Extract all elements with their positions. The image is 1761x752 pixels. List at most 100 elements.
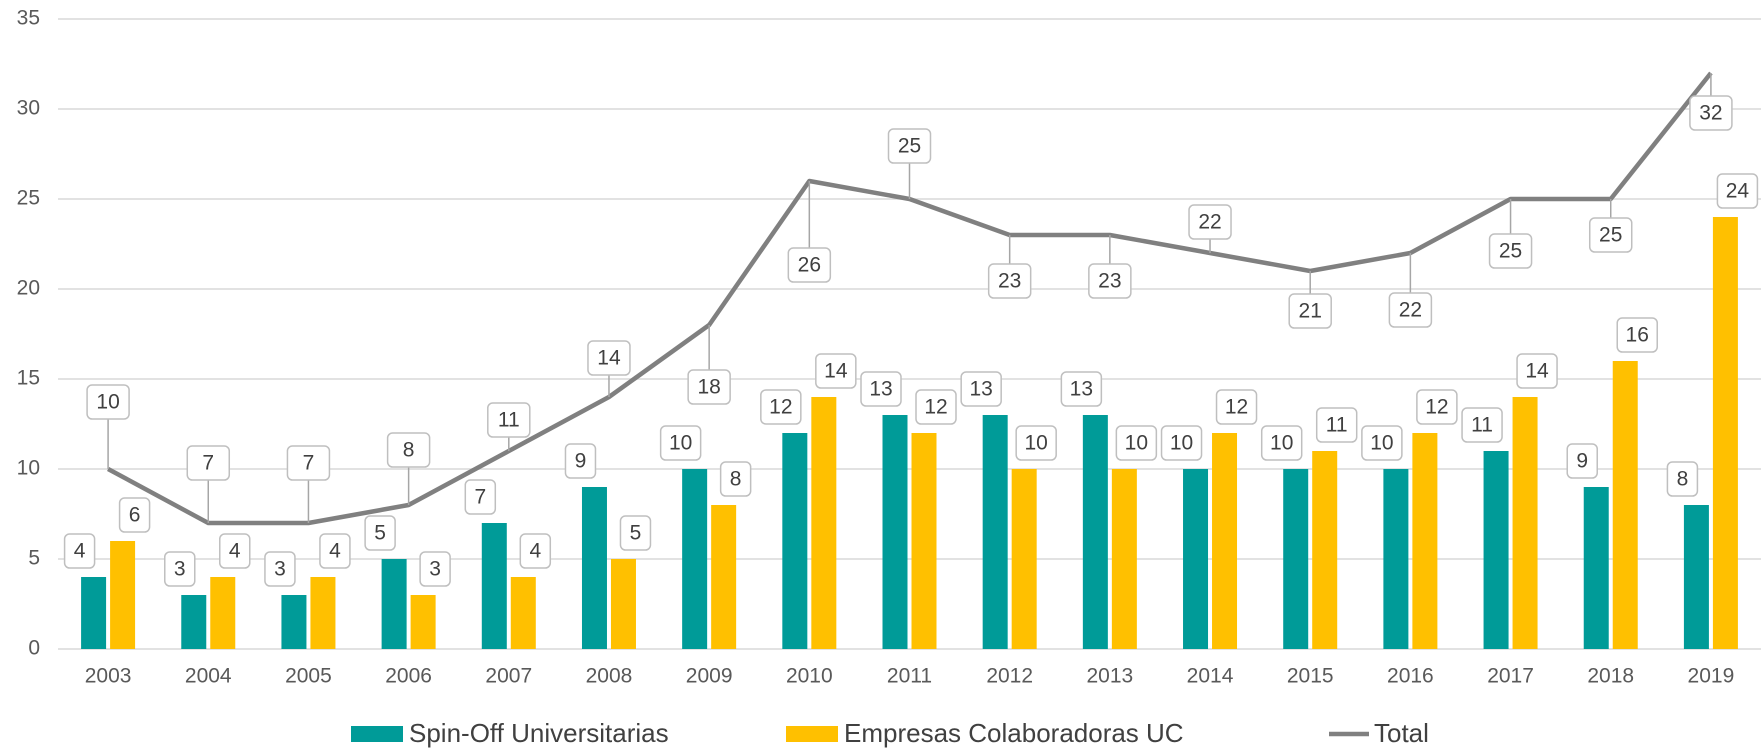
x-tick-label: 2018 xyxy=(1587,665,1634,688)
data-label-box xyxy=(1215,389,1258,425)
x-tick-label: 2014 xyxy=(1187,665,1234,688)
data-label: 10 xyxy=(669,432,692,455)
data-label: 22 xyxy=(1198,211,1221,234)
data-label: 12 xyxy=(1225,396,1248,419)
bar xyxy=(1683,505,1709,649)
data-label-box xyxy=(1416,389,1458,425)
data-label-box xyxy=(760,389,802,425)
data-label: 14 xyxy=(1525,360,1549,383)
x-tick-label: 2003 xyxy=(85,665,132,688)
data-label-box xyxy=(960,371,1002,407)
y-tick-label: 30 xyxy=(17,97,40,120)
y-tick-label: 25 xyxy=(17,187,40,210)
data-label-box xyxy=(719,461,752,497)
x-tick-label: 2010 xyxy=(786,665,833,688)
data-label-box xyxy=(1160,425,1203,461)
data-label: 8 xyxy=(730,468,742,491)
data-label-box xyxy=(1361,425,1403,461)
data-label-box xyxy=(915,389,957,425)
data-label-box xyxy=(1288,293,1332,329)
data-label: 32 xyxy=(1699,102,1722,125)
data-label-box xyxy=(319,533,351,569)
data-label: 11 xyxy=(1471,414,1493,437)
data-label-box xyxy=(887,128,932,164)
data-label: 25 xyxy=(1499,240,1522,263)
bar xyxy=(882,415,908,649)
bar xyxy=(1312,451,1338,649)
data-label: 12 xyxy=(924,396,947,419)
data-label: 8 xyxy=(1677,468,1689,491)
data-label-box xyxy=(1088,263,1132,299)
bar xyxy=(381,559,407,649)
y-tick-label: 10 xyxy=(17,457,40,480)
data-label: 3 xyxy=(429,558,441,581)
data-label: 3 xyxy=(274,558,286,581)
data-label: 7 xyxy=(303,452,315,475)
bar xyxy=(1412,433,1438,649)
y-tick-label: 20 xyxy=(17,277,40,300)
bar xyxy=(610,559,636,649)
bar xyxy=(181,595,207,649)
bar xyxy=(782,433,808,649)
data-label-box xyxy=(419,551,451,587)
bar xyxy=(481,523,507,649)
data-label-box xyxy=(364,515,396,551)
bar xyxy=(310,577,336,649)
data-label-box xyxy=(1388,292,1433,328)
data-label-box xyxy=(1488,233,1533,269)
data-label-box xyxy=(118,497,151,533)
data-label-box xyxy=(987,263,1032,299)
bar xyxy=(711,505,737,649)
data-label-box xyxy=(1588,217,1633,253)
data-label: 23 xyxy=(998,270,1021,293)
data-label: 16 xyxy=(1626,324,1649,347)
x-tick-label: 2004 xyxy=(185,665,232,688)
legend-label: Empresas Colaboradoras UC xyxy=(844,718,1184,748)
data-label-box xyxy=(519,533,552,569)
data-label: 26 xyxy=(798,254,821,277)
y-tick-label: 0 xyxy=(28,637,40,660)
data-label: 10 xyxy=(1270,432,1293,455)
bar xyxy=(811,397,837,649)
data-label: 6 xyxy=(129,504,141,527)
data-label-box xyxy=(1260,425,1303,461)
data-label: 10 xyxy=(1125,432,1148,455)
data-label-box xyxy=(687,369,731,405)
data-label-box xyxy=(1115,425,1158,461)
data-label: 3 xyxy=(174,558,186,581)
x-tick-label: 2019 xyxy=(1688,665,1735,688)
x-tick-label: 2009 xyxy=(686,665,733,688)
data-label: 7 xyxy=(474,486,486,509)
y-tick-label: 35 xyxy=(17,7,40,30)
bar xyxy=(1212,433,1238,649)
y-tick-label: 5 xyxy=(28,547,40,570)
data-label-box xyxy=(1689,95,1733,131)
legend-label: Spin-Off Universitarias xyxy=(409,718,669,748)
bar xyxy=(81,577,107,649)
data-label-box xyxy=(1188,204,1232,240)
data-label-box xyxy=(464,479,497,515)
legend-swatch xyxy=(351,726,403,742)
data-label-box xyxy=(564,443,597,479)
data-label-box xyxy=(286,445,331,481)
data-label-box xyxy=(860,371,902,407)
bar xyxy=(510,577,536,649)
bar xyxy=(1612,361,1638,649)
data-label: 9 xyxy=(575,450,587,473)
x-tick-label: 2012 xyxy=(986,665,1033,688)
data-label-box xyxy=(1566,443,1598,479)
bar xyxy=(1082,415,1108,649)
bar xyxy=(1111,469,1137,649)
bar xyxy=(210,577,236,649)
data-label: 10 xyxy=(1024,432,1047,455)
data-label: 25 xyxy=(1599,224,1622,247)
data-label-box xyxy=(219,533,251,569)
data-label: 11 xyxy=(1326,414,1348,437)
data-label-box xyxy=(164,551,196,587)
data-label: 4 xyxy=(529,540,541,563)
data-label: 13 xyxy=(969,378,992,401)
legend-swatch xyxy=(786,726,838,742)
data-label: 12 xyxy=(769,396,792,419)
data-label: 14 xyxy=(597,347,621,370)
